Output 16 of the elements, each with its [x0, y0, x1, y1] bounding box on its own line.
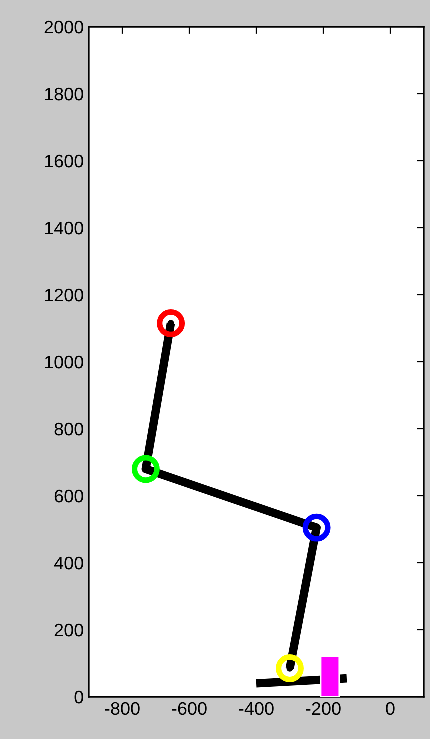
y-tick-label: 200 — [54, 624, 84, 637]
x-tick-label: -800 — [105, 702, 140, 716]
y-tick-label: 600 — [54, 490, 84, 503]
y-tick-label: 1200 — [45, 288, 84, 302]
y-tick-label: 1000 — [45, 356, 84, 369]
y-tick-label: 0 — [74, 690, 84, 704]
y-tick-label: 1600 — [45, 154, 84, 168]
y-tick-label: 400 — [54, 556, 84, 570]
x-tick-label: 0 — [386, 702, 395, 716]
y-tick-label: 800 — [54, 422, 84, 436]
y-tick-label: 1400 — [45, 222, 84, 235]
y-tick-label: 2000 — [44, 20, 84, 34]
x-tick-label: -600 — [172, 702, 207, 716]
y-tick-label: 1800 — [45, 88, 84, 101]
x-tick-label: -200 — [306, 702, 341, 716]
x-tick-label: -400 — [239, 702, 274, 716]
